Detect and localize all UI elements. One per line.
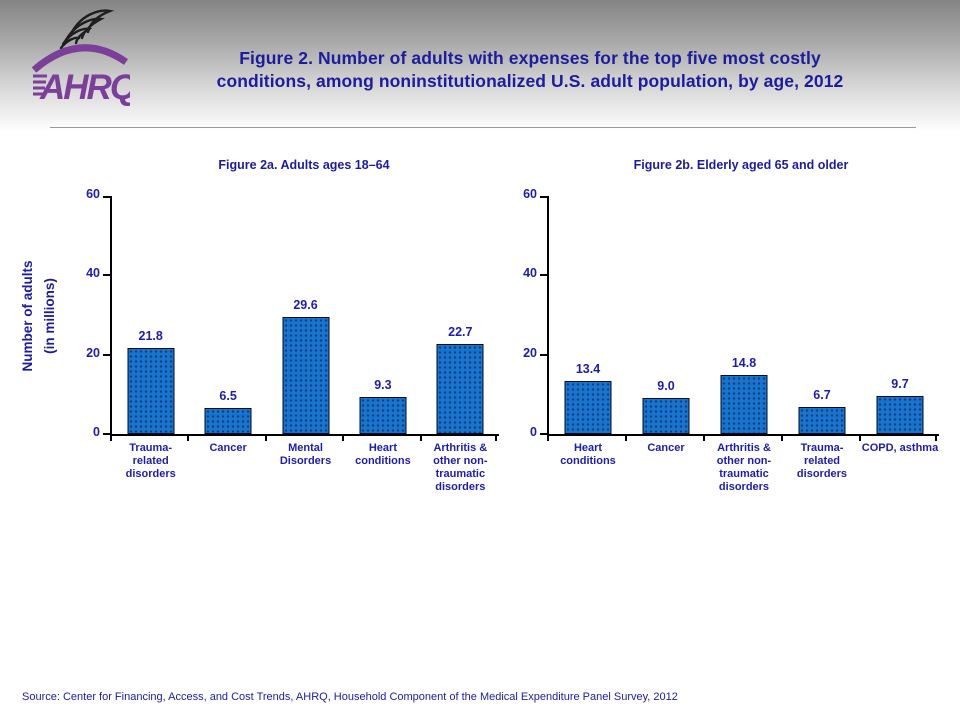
y-axis-tick-label: 20 <box>86 345 100 360</box>
bar-slot: 13.4 Heart conditions <box>549 196 627 467</box>
bar-heart-conditions <box>359 397 407 434</box>
y-axis-tick <box>540 274 547 277</box>
y-axis-tick <box>540 353 547 356</box>
x-axis-tick <box>547 434 549 441</box>
y-axis-title-line1: Number of adults <box>20 260 35 372</box>
category-label: COPD, asthma <box>861 442 939 454</box>
bar-value-label: 21.8 <box>138 328 163 343</box>
bar-slot: 9.7 COPD, asthma <box>861 196 939 454</box>
bar-value-label: 22.7 <box>448 324 473 339</box>
x-axis-tick <box>419 434 422 441</box>
chart-2a: 21.8 Trauma-related disorders 6.5 Cancer 29.6… <box>86 187 499 493</box>
y-axis-tick-label: 60 <box>523 187 537 201</box>
y-axis-tick-label: 20 <box>523 345 537 360</box>
bar-value-label: 9.7 <box>891 376 909 391</box>
source-note: Source: Center for Financing, Access, an… <box>22 691 678 703</box>
bar-slot: 14.8 Arthritis & other non-traumatic disord… <box>705 196 783 493</box>
bar-slot: 29.6 Mental Disorders <box>267 196 344 467</box>
y-axis-tick-label: 0 <box>530 425 537 439</box>
bar-slot: 6.5 Cancer <box>189 196 266 454</box>
chart-2a-plot-area: 21.8 Trauma-related disorders 6.5 Cancer 29.6… <box>110 196 499 493</box>
category-label: Arthritis & other non-traumatic disorders <box>433 442 488 493</box>
x-axis-tick <box>342 434 345 441</box>
bar-heart-conditions <box>564 380 612 434</box>
x-axis-tick <box>703 434 705 441</box>
bar-arthritis-other-non-traumatic-disorders <box>720 375 768 434</box>
y-axis-title-line2: (in millions) <box>42 278 57 354</box>
y-axis-tick <box>103 196 110 198</box>
bar-cancer <box>204 408 252 434</box>
bar-value-label: 6.5 <box>219 389 237 404</box>
category-label: Heart conditions <box>560 442 616 467</box>
bar-trauma-related-disorders <box>127 347 175 434</box>
ahrq-logo-graphic: AHRQ <box>31 9 139 107</box>
bar-arthritis-other-non-traumatic-disorders <box>436 343 484 434</box>
x-axis-tick <box>264 434 267 441</box>
header-banner: AHRQ Figure 2. Number of adults with exp… <box>0 0 960 132</box>
svg-text:AHRQ: AHRQ <box>39 68 130 107</box>
bar-copd-asthma <box>876 395 924 434</box>
bar-value-label: 6.7 <box>813 388 831 403</box>
bar-value-label: 9.0 <box>657 379 675 394</box>
chart-2b-plot-area: 13.4 Heart conditions 9.0 Cancer 14.8 Arthriti… <box>547 196 939 493</box>
bar-slot: 6.7 Trauma-related disorders <box>783 196 861 480</box>
y-axis-tick <box>540 433 547 435</box>
y-axis-tick <box>103 353 110 356</box>
y-axis-title: Number of adults (in millions) <box>17 214 63 418</box>
bar-slot: 21.8 Trauma-related disorders <box>112 196 189 480</box>
category-label: Cancer <box>647 442 685 454</box>
x-axis-tick <box>859 434 861 441</box>
x-axis-tick <box>110 434 112 441</box>
x-axis-tick <box>781 434 783 441</box>
y-axis-tick <box>103 433 110 435</box>
ahrq-logo: AHRQ <box>30 4 139 120</box>
category-label: Trauma-related disorders <box>796 442 848 480</box>
category-label: Cancer <box>209 442 247 454</box>
bar-slot: 22.7 Arthritis & other non-traumatic disord… <box>422 196 499 493</box>
y-axis-tick <box>103 274 110 277</box>
y-axis-tick-label: 0 <box>93 425 100 439</box>
x-axis-tick <box>935 434 937 441</box>
chart-2b-subtitle: Figure 2b. Elderly aged 65 and older <box>633 158 849 172</box>
chart-2b: 13.4 Heart conditions 9.0 Cancer 14.8 Arthriti… <box>523 187 939 493</box>
y-axis-tick-label: 40 <box>523 266 537 281</box>
bar-value-label: 9.3 <box>374 378 392 393</box>
ahrq-wordmark: AHRQ <box>31 44 139 107</box>
x-axis-tick <box>495 434 497 441</box>
x-axis-tick <box>187 434 190 441</box>
bar-value-label: 14.8 <box>731 356 757 371</box>
bar-slot: 9.3 Heart conditions <box>344 196 421 467</box>
bar-mental-disorders <box>282 316 330 434</box>
bar-value-label: 29.6 <box>293 297 318 312</box>
bar-slot: 9.0 Cancer <box>627 196 705 454</box>
y-axis-tick-label: 40 <box>86 266 100 281</box>
y-axis-tick-label: 60 <box>86 187 100 201</box>
category-label: Heart conditions <box>355 442 411 467</box>
chart-2a-subtitle: Figure 2a. Adults ages 18–64 <box>218 158 390 172</box>
y-axis-tick <box>540 196 547 198</box>
x-axis-tick <box>625 434 627 441</box>
category-label: Arthritis & other non-traumatic disorders <box>716 442 772 493</box>
figure-title-line1: Figure 2. Number of adults with expenses… <box>239 48 821 68</box>
bar-cancer <box>642 398 690 434</box>
bar-trauma-related-disorders <box>798 407 846 434</box>
header-divider <box>50 127 916 128</box>
figure-title-line2: conditions, among noninstitutionalized U… <box>216 71 844 91</box>
figure-title: Figure 2. Number of adults with expenses… <box>135 47 925 93</box>
category-label: Mental Disorders <box>279 442 332 467</box>
bar-value-label: 13.4 <box>575 361 601 376</box>
category-label: Trauma-related disorders <box>125 442 176 480</box>
